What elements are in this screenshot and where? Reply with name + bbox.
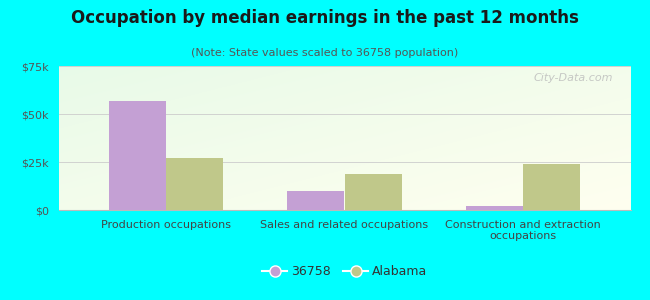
Bar xyxy=(466,206,523,210)
Bar xyxy=(109,100,166,210)
Bar xyxy=(523,164,580,210)
Legend: 36758, Alabama: 36758, Alabama xyxy=(257,260,432,283)
Text: (Note: State values scaled to 36758 population): (Note: State values scaled to 36758 popu… xyxy=(191,48,459,58)
Bar xyxy=(344,173,402,210)
Text: City-Data.com: City-Data.com xyxy=(534,73,614,83)
Bar xyxy=(287,191,344,210)
Bar xyxy=(166,158,223,210)
Text: Occupation by median earnings in the past 12 months: Occupation by median earnings in the pas… xyxy=(71,9,579,27)
